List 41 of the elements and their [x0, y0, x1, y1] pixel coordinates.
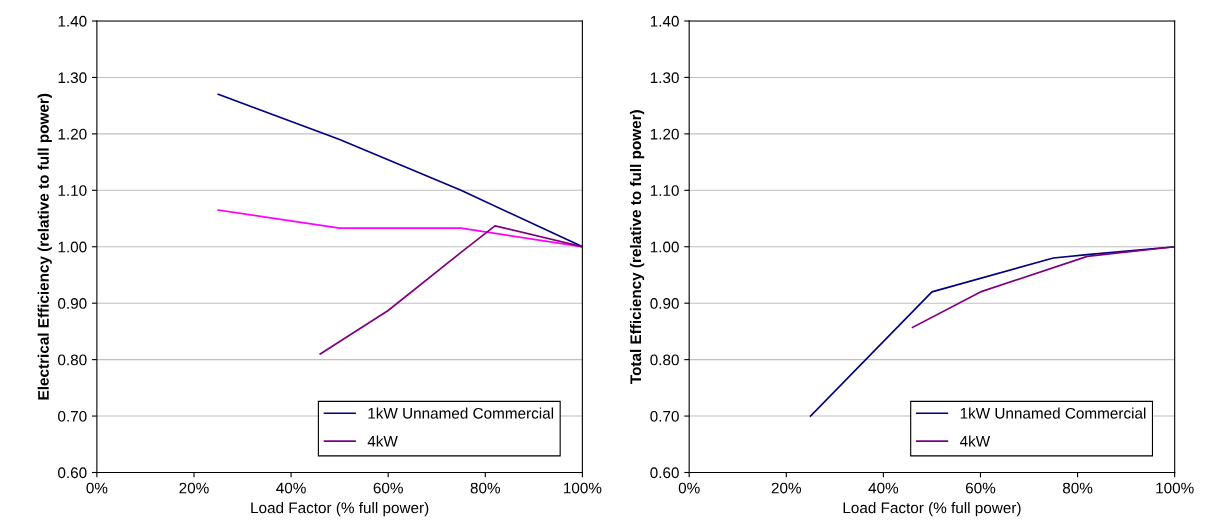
y-tick-label: 0.90 [650, 298, 679, 309]
line-series [319, 225, 583, 355]
y-tick-label: 1.00 [650, 241, 679, 253]
x-tick-label: 80% [470, 482, 501, 494]
y-tick-label: 1.30 [58, 72, 87, 84]
x-tick-label: 20% [771, 482, 802, 494]
x-tick-label: 80% [1062, 482, 1093, 494]
x-tick-label: 0% [86, 482, 108, 494]
y-tick-label: 1.00 [58, 241, 87, 253]
x-axis-title: Load Factor (% full power) [251, 502, 429, 517]
x-tick-label: 100% [564, 482, 602, 494]
y-tick-label: 1.10 [650, 185, 679, 196]
y-tick-label: 0.70 [58, 410, 87, 422]
y-tick-label: 0.70 [650, 410, 679, 422]
x-tick-label: 60% [373, 482, 403, 494]
y-tick-label: 1.40 [58, 15, 87, 27]
y-tick-label: 1.30 [650, 72, 679, 84]
y-tick-label: 1.10 [58, 185, 87, 196]
y-tick-label: 0.80 [58, 354, 87, 366]
x-tick-label: 40% [276, 482, 306, 494]
x-tick-label: 100% [1156, 482, 1194, 494]
x-axis-title: Load Factor (% full power) [843, 502, 1021, 517]
legend-label: 4kW [959, 435, 991, 447]
y-tick-label: 1.40 [650, 15, 679, 27]
y-tick-label: 1.20 [58, 128, 87, 140]
y-axis-title: Electrical Efficiency (relative to full power) [37, 93, 52, 400]
x-tick-label: 40% [868, 482, 899, 494]
y-tick-label: 0.80 [650, 354, 679, 366]
line-series [217, 93, 583, 248]
x-tick-label: 20% [179, 482, 209, 494]
legend-label: 1kW Unnamed Commercial [960, 407, 1146, 419]
y-tick-label: 1.20 [650, 128, 679, 140]
y-tick-label: 0.90 [58, 298, 87, 309]
legend-label: 1kW Unnamed Commercial [368, 407, 554, 419]
y-tick-label: 0.60 [650, 467, 679, 479]
y-tick-label: 0.60 [58, 467, 87, 479]
line-series [911, 245, 1175, 329]
x-tick-label: 0% [678, 482, 700, 494]
legend-label: 4kW [367, 435, 398, 447]
y-axis-title: Total Efficiency (relative to full power) [629, 110, 645, 384]
x-tick-label: 60% [965, 482, 996, 494]
